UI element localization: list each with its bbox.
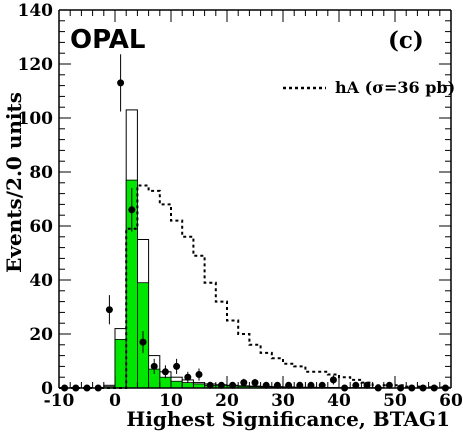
data-point [128,206,136,214]
y-tick-label: 100 [18,109,54,129]
panel-label: (c) [388,27,424,54]
data-point [117,79,125,87]
data-point [229,381,237,389]
data-point [206,381,214,389]
x-tick-label: 10 [159,391,183,411]
x-tick-label: 20 [215,391,239,411]
plot-area [59,54,451,392]
data-point [251,379,259,387]
data-point [173,362,181,370]
x-tick-label: 40 [327,391,351,411]
data-point [161,368,169,376]
x-tick-label: 60 [439,391,463,411]
data-point [318,381,326,389]
data-point [296,381,304,389]
y-tick-label: 40 [29,271,53,291]
data-point [363,381,371,389]
data-point [240,379,248,387]
green-bar [159,376,172,389]
data-point [273,381,281,389]
y-tick-label: 60 [29,217,53,237]
data-point [307,381,315,389]
data-point [385,381,393,389]
x-tick-label: -10 [44,391,75,411]
data-point [217,381,225,389]
y-tick-label: 20 [29,325,53,345]
legend-label: hA (σ=36 pb) [335,78,455,97]
green-bar [114,338,127,389]
data-point [139,338,147,346]
y-axis-title: Events/2.0 units [2,92,26,273]
data-point [184,373,192,381]
legend: hA (σ=36 pb) [283,78,455,97]
data-point [195,371,203,378]
y-tick-label: 80 [29,163,53,183]
experiment-label: OPAL [70,25,145,55]
data-point [105,306,113,314]
data-point [262,381,270,389]
x-axis-title: Highest Significance, BTAG1 [126,407,450,431]
x-tick-label: 0 [109,391,121,411]
data-point [352,381,360,389]
green-bar [181,382,194,389]
y-tick-label: 0 [41,379,53,399]
data-point [285,381,293,389]
y-tick-label: 140 [18,1,54,21]
data-point [150,362,158,370]
green-bar [170,380,183,389]
x-tick-label: 50 [383,391,407,411]
x-tick-label: 30 [271,391,295,411]
data-point [329,376,337,384]
y-tick-label: 120 [18,55,54,75]
